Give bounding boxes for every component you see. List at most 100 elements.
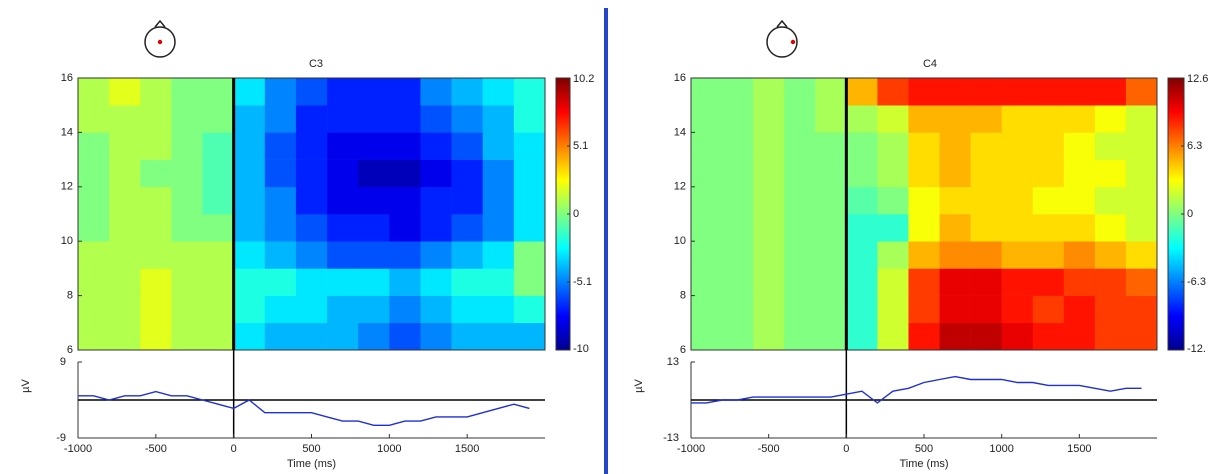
heatmap-cell bbox=[358, 78, 390, 106]
heatmap-cell bbox=[233, 132, 266, 160]
heatmap-cell bbox=[970, 295, 1002, 324]
heatmap-cell bbox=[784, 241, 816, 269]
heatmap-cell bbox=[784, 78, 816, 106]
heatmap-cell bbox=[722, 105, 754, 133]
heatmap-cell bbox=[295, 105, 328, 133]
heatmap-cell bbox=[908, 78, 940, 106]
heatmap-cell bbox=[451, 241, 484, 269]
heatmap-cell bbox=[389, 105, 421, 133]
heatmap-cell bbox=[389, 186, 421, 215]
heatmap-cell bbox=[109, 268, 141, 296]
heatmap-cell bbox=[970, 268, 1002, 296]
heatmap-cell bbox=[482, 159, 515, 188]
heatmap-cell bbox=[233, 268, 266, 296]
heatmap-cell bbox=[233, 186, 266, 215]
heatmap-cell bbox=[1125, 105, 1158, 133]
heatmap-cell bbox=[202, 322, 234, 351]
heatmap-cell bbox=[140, 295, 172, 324]
heatmap-cell bbox=[513, 214, 546, 242]
heatmap-cell bbox=[482, 214, 515, 242]
heatmap-cell bbox=[1094, 214, 1127, 242]
heatmap-cell bbox=[109, 78, 141, 106]
heatmap-cell bbox=[970, 214, 1002, 242]
heatmap-cell bbox=[691, 159, 723, 188]
heatmap-cell bbox=[722, 78, 754, 106]
heatmap-cell bbox=[1063, 322, 1096, 351]
x-tick-label: -1000 bbox=[677, 443, 705, 455]
heatmap-cell bbox=[513, 186, 546, 215]
heatmap-cell bbox=[295, 322, 328, 351]
heatmap-cell bbox=[78, 105, 110, 133]
heatmap-cell bbox=[846, 322, 878, 351]
colorbar-tick-label: 10.2 bbox=[573, 73, 594, 85]
plots: C3 6 8 10 12 14 16 -10 -5.1 0 5.1 10.2 -9 9 -1000 -500 0… bbox=[20, 58, 1209, 470]
heatmap-cell bbox=[1063, 241, 1096, 269]
heatmap-cell bbox=[908, 241, 940, 269]
heatmap-cell bbox=[939, 105, 971, 133]
x-tick-label: 0 bbox=[843, 443, 849, 455]
y-axis-label: µV bbox=[633, 379, 645, 393]
heatmap-cell bbox=[389, 241, 421, 269]
heatmap-cell bbox=[1032, 78, 1065, 106]
heatmap-cell bbox=[140, 159, 172, 188]
heatmap-cell bbox=[691, 132, 723, 160]
heatmap-cell bbox=[358, 241, 390, 269]
heatmap-cell bbox=[784, 295, 816, 324]
erp-trace bbox=[691, 375, 1142, 404]
heatmap-cell bbox=[202, 159, 234, 188]
heatmap-cell bbox=[722, 322, 754, 351]
heatmap-cell bbox=[78, 295, 110, 324]
heatmap-cell bbox=[784, 214, 816, 242]
heatmap-cell bbox=[722, 241, 754, 269]
heatmap-cell bbox=[482, 78, 515, 106]
heatmap-cell bbox=[753, 295, 785, 324]
heatmap-cell bbox=[202, 241, 234, 269]
heatmap-cell bbox=[1063, 186, 1096, 215]
heatmap-cell bbox=[846, 105, 878, 133]
heatmap-cell bbox=[482, 295, 515, 324]
heatmap-cell bbox=[1032, 295, 1065, 324]
heatmap-cell bbox=[171, 241, 203, 269]
heatmap-cell bbox=[970, 159, 1002, 188]
heatmap-cell bbox=[171, 159, 203, 188]
x-tick-label: 500 bbox=[302, 443, 320, 455]
heatmap-cell bbox=[691, 241, 723, 269]
heatmap-cell bbox=[202, 214, 234, 242]
colorbar-tick-label: 0 bbox=[573, 208, 579, 220]
heatmap-cell bbox=[295, 78, 328, 106]
heatmap-cell bbox=[451, 159, 484, 188]
heatmap-cell bbox=[482, 241, 515, 269]
heatmap-cell bbox=[1125, 241, 1158, 269]
heatmap-cell bbox=[451, 78, 484, 106]
heatmap-cell bbox=[908, 214, 940, 242]
heatmap-cell bbox=[846, 132, 878, 160]
x-tick-label: 0 bbox=[231, 443, 237, 455]
heatmap-cell bbox=[451, 322, 484, 351]
heatmap-cell bbox=[939, 241, 971, 269]
heatmap-cell bbox=[908, 186, 940, 215]
heatmap-cell bbox=[327, 268, 359, 296]
heatmap-cell bbox=[513, 268, 546, 296]
heatmap-cell bbox=[451, 268, 484, 296]
heatmap-cell bbox=[1032, 214, 1065, 242]
heatmap-cell bbox=[877, 159, 909, 188]
heatmap-cell bbox=[753, 159, 785, 188]
heatmap-cell bbox=[233, 322, 266, 351]
heatmap-cell bbox=[970, 132, 1002, 160]
heatmap-cell bbox=[171, 214, 203, 242]
heatmap-cell bbox=[264, 78, 297, 106]
heatmap-cell bbox=[784, 268, 816, 296]
heatmap-cell bbox=[140, 214, 172, 242]
heatmap-cell bbox=[908, 159, 940, 188]
heatmap-cell bbox=[202, 132, 234, 160]
heatmap-cell bbox=[877, 186, 909, 215]
heatmap-cell bbox=[140, 322, 172, 351]
y-tick-label: 10 bbox=[61, 235, 73, 247]
heatmap-cell bbox=[877, 78, 909, 106]
heatmap-cell bbox=[753, 241, 785, 269]
heatmap-cell bbox=[202, 268, 234, 296]
heatmap-cell bbox=[1125, 268, 1158, 296]
y-tick-label: 9 bbox=[60, 356, 66, 368]
heatmap-cell bbox=[482, 105, 515, 133]
heatmap-cell bbox=[513, 241, 546, 269]
